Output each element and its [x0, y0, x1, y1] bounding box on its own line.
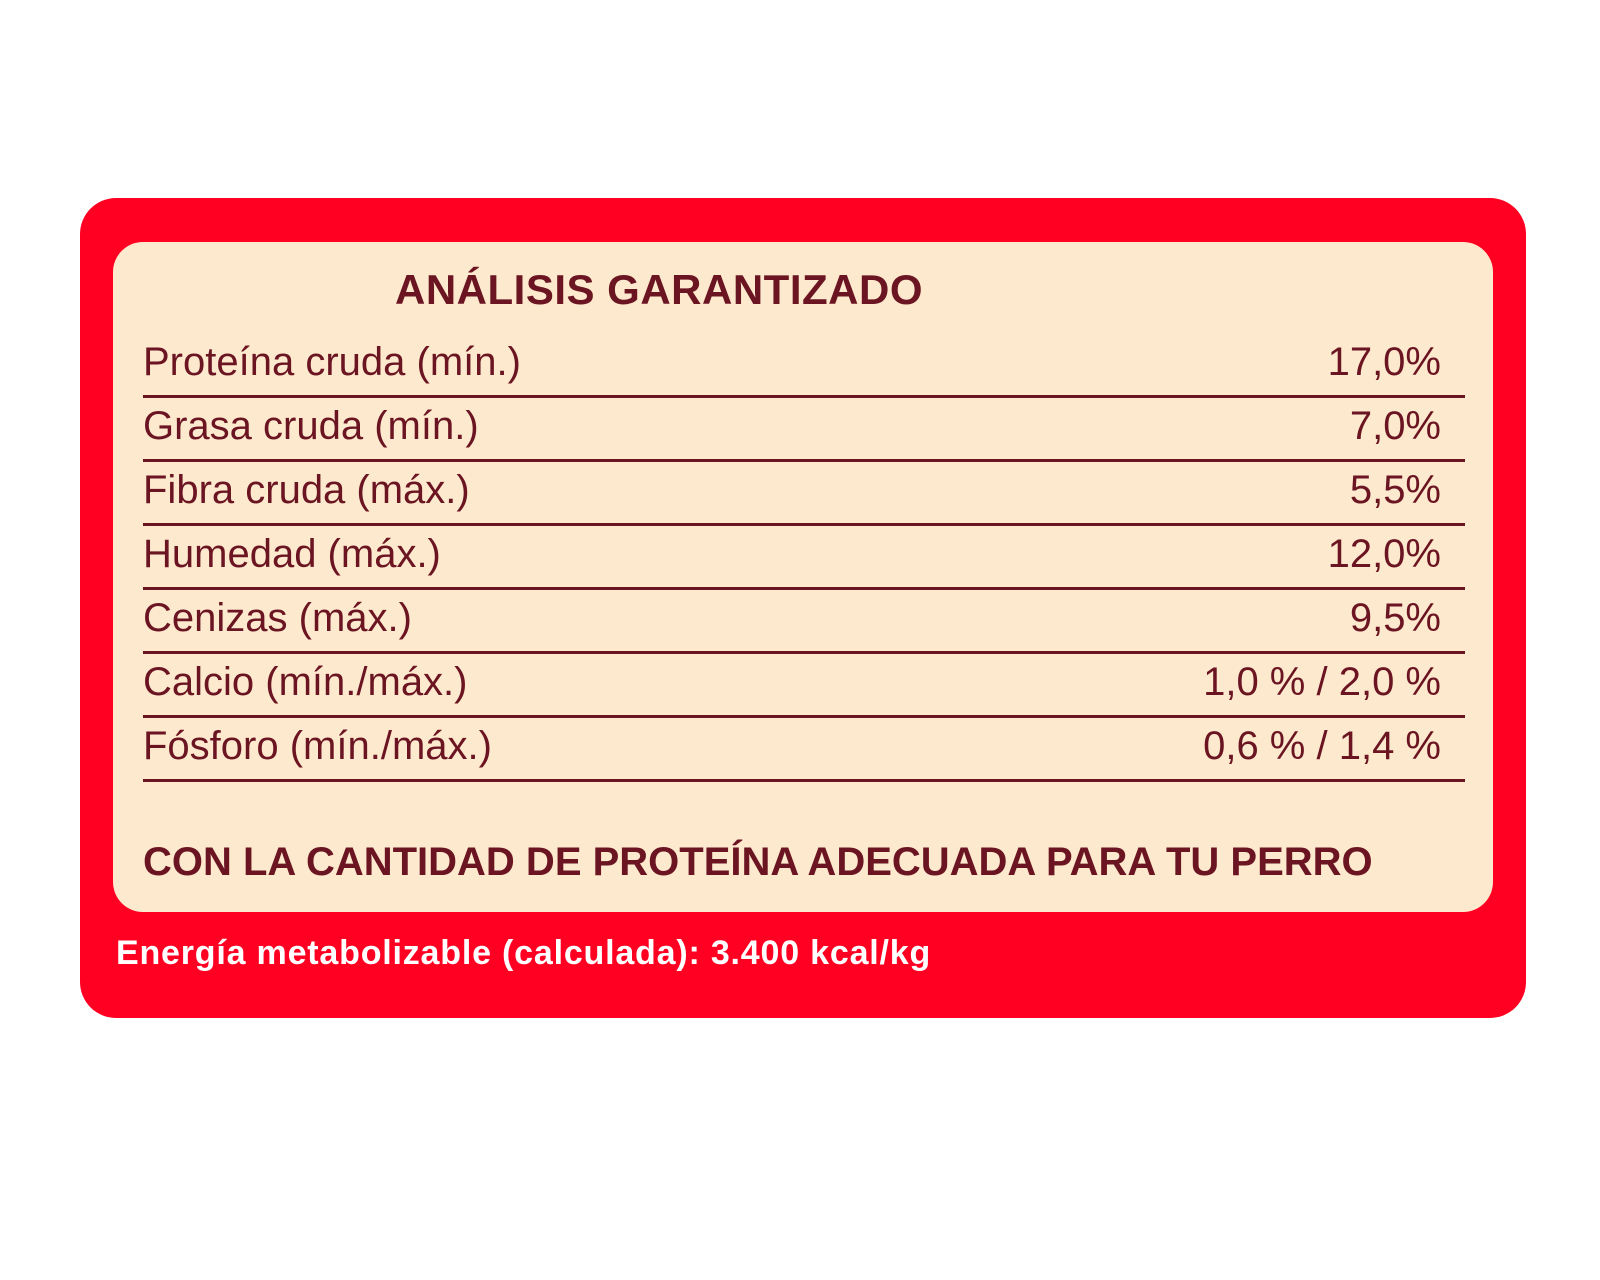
- analysis-table: Proteína cruda (mín.) 17,0% Grasa cruda …: [143, 334, 1465, 782]
- nutrient-name: Cenizas (máx.): [143, 596, 412, 640]
- nutrient-value: 7,0%: [1349, 404, 1441, 448]
- nutrient-name: Grasa cruda (mín.): [143, 404, 479, 448]
- nutrient-value: 12,0%: [1327, 532, 1441, 576]
- nutrient-name: Proteína cruda (mín.): [143, 340, 521, 384]
- nutrient-name: Fósforo (mín./máx.): [143, 724, 492, 768]
- analysis-panel: ANÁLISIS GARANTIZADO Proteína cruda (mín…: [113, 242, 1493, 912]
- table-row: Fibra cruda (máx.) 5,5%: [143, 462, 1465, 526]
- table-row: Cenizas (máx.) 9,5%: [143, 590, 1465, 654]
- nutrient-value: 1,0 % / 2,0 %: [1203, 660, 1441, 704]
- nutrient-value: 9,5%: [1349, 596, 1441, 640]
- energy-statement: Energía metabolizable (calculada): 3.400…: [116, 934, 932, 972]
- nutrient-value: 5,5%: [1349, 468, 1441, 512]
- guaranteed-analysis-card: ANÁLISIS GARANTIZADO Proteína cruda (mín…: [80, 198, 1526, 1018]
- nutrient-value: 0,6 % / 1,4 %: [1203, 724, 1441, 768]
- protein-claim: CON LA CANTIDAD DE PROTEÍNA ADECUADA PAR…: [143, 840, 1373, 884]
- table-row: Humedad (máx.) 12,0%: [143, 526, 1465, 590]
- nutrient-name: Humedad (máx.): [143, 532, 441, 576]
- panel-title: ANÁLISIS GARANTIZADO: [395, 266, 923, 313]
- table-row: Fósforo (mín./máx.) 0,6 % / 1,4 %: [143, 718, 1465, 782]
- nutrient-name: Calcio (mín./máx.): [143, 660, 468, 704]
- table-row: Calcio (mín./máx.) 1,0 % / 2,0 %: [143, 654, 1465, 718]
- table-row: Proteína cruda (mín.) 17,0%: [143, 334, 1465, 398]
- nutrient-name: Fibra cruda (máx.): [143, 468, 470, 512]
- table-row: Grasa cruda (mín.) 7,0%: [143, 398, 1465, 462]
- nutrient-value: 17,0%: [1327, 340, 1441, 384]
